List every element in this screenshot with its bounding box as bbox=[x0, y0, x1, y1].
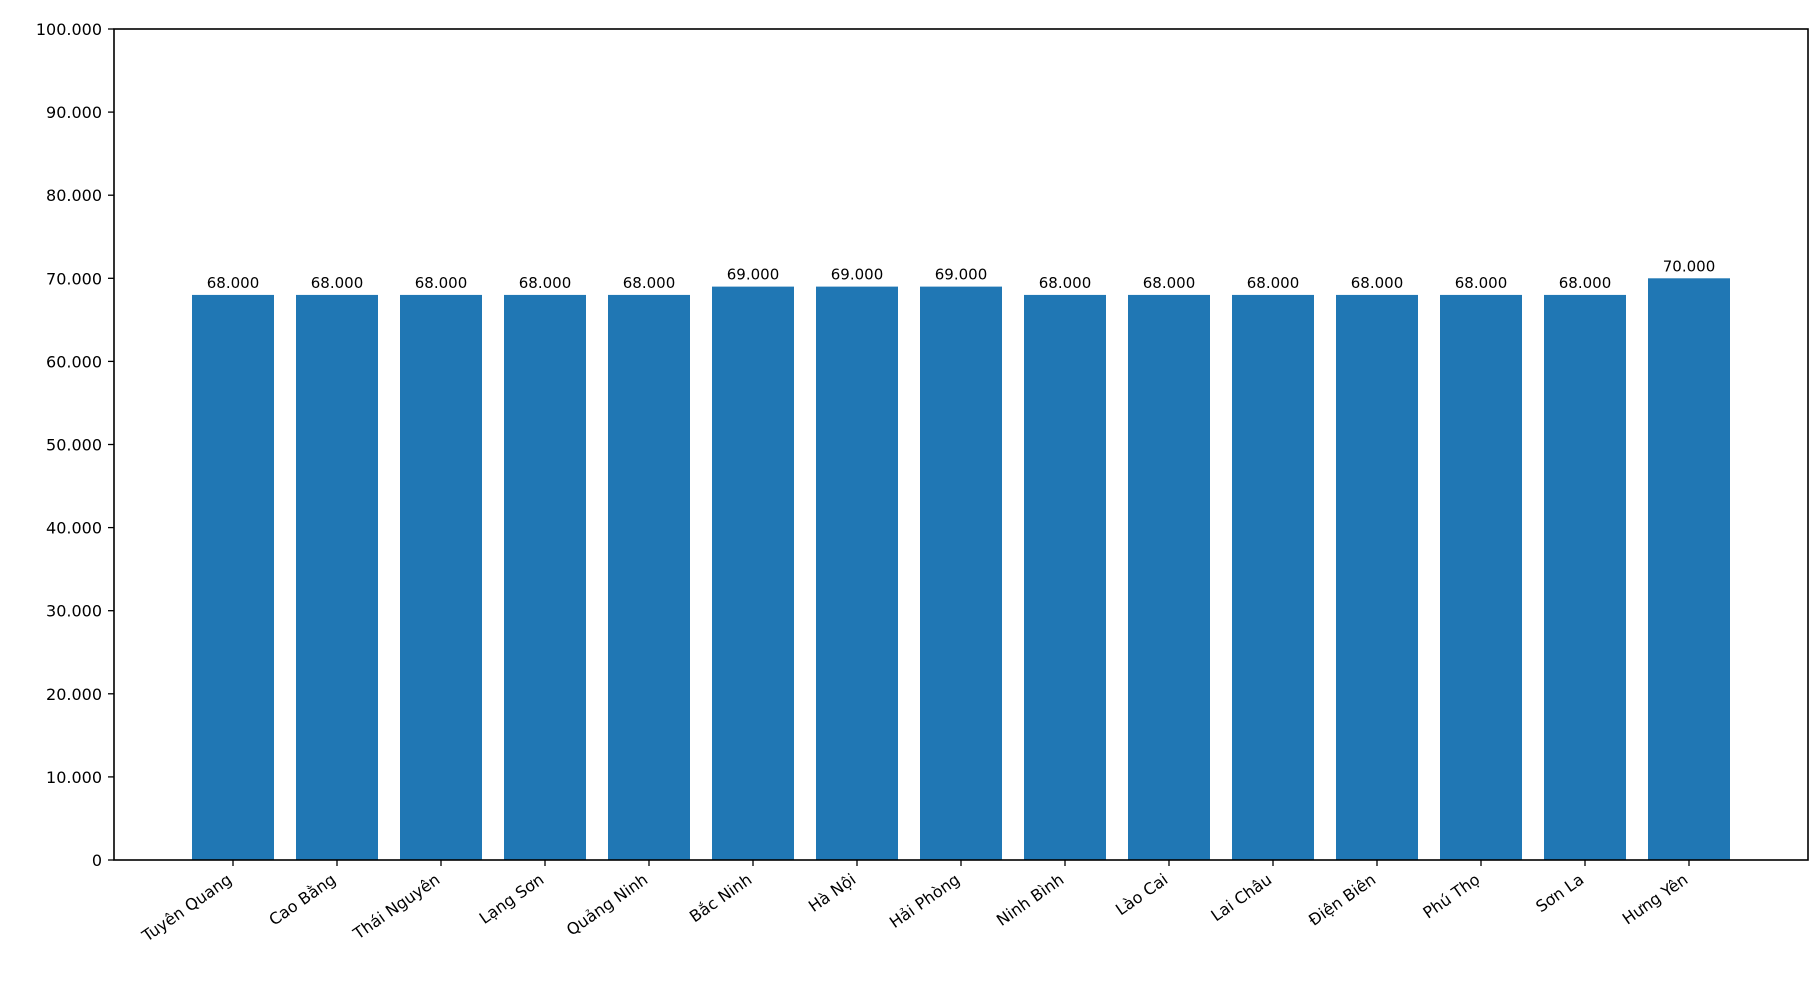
y-tick-label-1: 10.000 bbox=[46, 768, 102, 787]
bar-3 bbox=[504, 294, 586, 860]
bar-1 bbox=[296, 294, 378, 860]
x-tick-label-4: Quảng Ninh bbox=[563, 870, 651, 940]
x-tick-label-0: Tuyên Quang bbox=[138, 870, 236, 946]
data-label-9: 68.000 bbox=[1143, 274, 1196, 292]
x-tick-label-1: Cao Bằng bbox=[265, 870, 339, 930]
bar-0 bbox=[192, 294, 274, 860]
data-label-8: 68.000 bbox=[1039, 274, 1092, 292]
y-tick-label-7: 70.000 bbox=[46, 269, 102, 288]
y-tick-label-6: 60.000 bbox=[46, 352, 102, 371]
data-label-10: 68.000 bbox=[1247, 274, 1300, 292]
data-label-11: 68.000 bbox=[1351, 274, 1404, 292]
x-tick-label-8: Ninh Bình bbox=[993, 870, 1067, 930]
x-tick-label-9: Lào Cai bbox=[1112, 870, 1171, 919]
y-tick-label-8: 80.000 bbox=[46, 186, 102, 205]
data-label-5: 69.000 bbox=[727, 266, 780, 284]
x-tick-label-14: Hưng Yên bbox=[1619, 870, 1691, 929]
y-tick-label-3: 30.000 bbox=[46, 602, 102, 621]
plot-frame bbox=[113, 28, 1809, 861]
y-axis: 0 10.000 20.000 30.000 40.000 50.000 60.000 70.… bbox=[36, 20, 114, 870]
data-label-12: 68.000 bbox=[1455, 274, 1508, 292]
data-label-0: 68.000 bbox=[207, 274, 260, 292]
y-tick-label-4: 40.000 bbox=[46, 519, 102, 538]
y-tick-label-2: 20.000 bbox=[46, 685, 102, 704]
x-axis: Tuyên Quang Cao Bằng Thái Nguyên Lạng Sơn Qu… bbox=[138, 860, 1691, 946]
bar-2 bbox=[400, 294, 482, 860]
x-tick-label-11: Điện Biên bbox=[1305, 870, 1379, 930]
y-tick-label-10: 100.000 bbox=[36, 20, 102, 39]
x-tick-label-6: Hà Nội bbox=[805, 870, 859, 916]
data-label-4: 68.000 bbox=[623, 274, 676, 292]
x-tick-label-12: Phú Thọ bbox=[1419, 870, 1483, 923]
x-tick-label-2: Thái Nguyên bbox=[349, 870, 443, 944]
data-label-14: 70.000 bbox=[1663, 257, 1716, 275]
bar-4 bbox=[608, 294, 690, 860]
bar-14 bbox=[1648, 278, 1730, 860]
data-label-7: 69.000 bbox=[935, 266, 988, 284]
bar-13 bbox=[1544, 294, 1626, 860]
x-tick-label-3: Lạng Sơn bbox=[476, 870, 548, 928]
y-tick-label-0: 0 bbox=[92, 851, 102, 870]
bar-10 bbox=[1232, 294, 1314, 860]
data-label-6: 69.000 bbox=[831, 266, 884, 284]
x-tick-label-13: Sơn La bbox=[1532, 870, 1587, 916]
bar-12 bbox=[1440, 294, 1522, 860]
bar-11 bbox=[1336, 294, 1418, 860]
bar-5 bbox=[712, 286, 794, 860]
y-tick-label-5: 50.000 bbox=[46, 436, 102, 455]
data-label-1: 68.000 bbox=[311, 274, 364, 292]
x-tick-label-10: Lai Châu bbox=[1207, 870, 1275, 925]
bars-group bbox=[192, 278, 1730, 860]
bar-9 bbox=[1128, 294, 1210, 860]
data-labels-group: 68.000 68.000 68.000 68.000 68.000 69.000 69.0… bbox=[207, 257, 1716, 292]
x-tick-label-7: Hải Phòng bbox=[886, 870, 963, 932]
data-label-2: 68.000 bbox=[415, 274, 468, 292]
data-label-3: 68.000 bbox=[519, 274, 572, 292]
bar-6 bbox=[816, 286, 898, 860]
bar-8 bbox=[1024, 294, 1106, 860]
y-tick-label-9: 90.000 bbox=[46, 103, 102, 122]
x-tick-label-5: Bắc Ninh bbox=[686, 870, 755, 926]
data-label-13: 68.000 bbox=[1559, 274, 1612, 292]
bar-7 bbox=[920, 286, 1002, 860]
